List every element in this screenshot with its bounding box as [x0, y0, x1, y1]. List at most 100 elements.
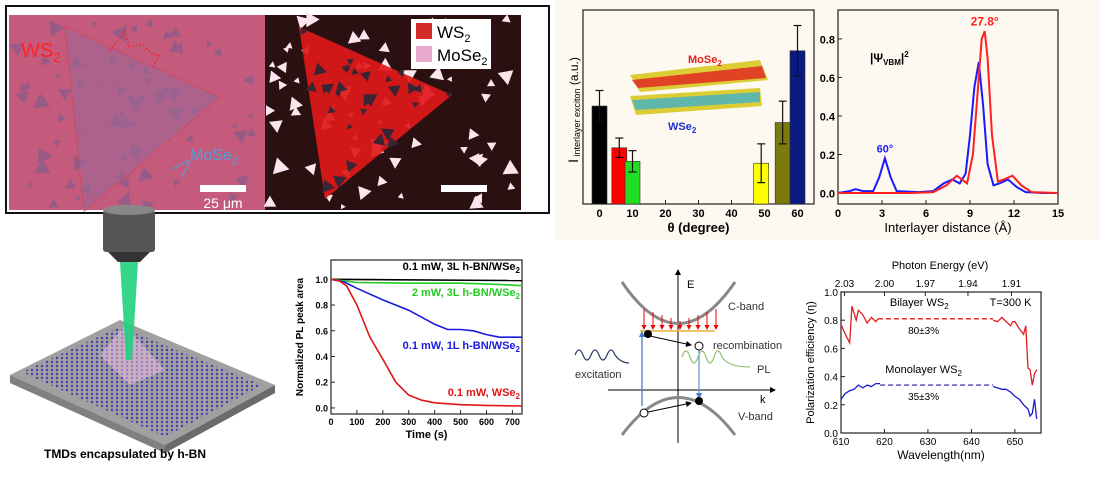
flake [413, 84, 423, 93]
wavefunction-chart: 0 3 6 9 12 15 0.0 0.2 0.4 0.6 0.8 Interlayer distan… [820, 9, 1064, 235]
x-tick-label: 0 [596, 208, 602, 220]
plot-frame [840, 291, 1042, 434]
top-tick-label: 2.00 [875, 279, 895, 290]
flake [358, 186, 372, 201]
flake [58, 113, 67, 123]
flake [231, 122, 238, 129]
flake [445, 92, 452, 98]
e-axis-label: E [687, 279, 694, 291]
series-label-3: 0.1 mW, WSe2 [448, 387, 521, 401]
y-tick-label: 0.4 [820, 111, 836, 123]
y-axis-label: Polarization efficiency (η) [805, 301, 817, 424]
temperature-label: T=300 K [990, 297, 1033, 309]
flake [322, 83, 334, 95]
flake [233, 130, 248, 144]
flake [377, 175, 388, 187]
flake [293, 77, 300, 84]
y-tick-label: 0.6 [824, 344, 838, 355]
flake [40, 149, 52, 162]
flake [470, 153, 483, 167]
ws2-outline [64, 26, 222, 214]
x-tick-label: 12 [1008, 208, 1020, 220]
flake [429, 66, 444, 81]
series-label-60: 60° [877, 144, 894, 156]
mose2-label: MoSe2 [190, 147, 238, 167]
flake [351, 67, 359, 75]
series-line-1-tail [992, 385, 1038, 419]
flake [335, 80, 348, 93]
x-tick-label: 700 [505, 417, 520, 427]
plot-frame [837, 9, 1059, 205]
average-label-1: 35±3% [908, 392, 939, 403]
flake [90, 22, 97, 28]
x-tick-label: 100 [349, 417, 364, 427]
y-tick-label: 0.6 [820, 73, 835, 85]
x-tick-label: 50 [758, 208, 770, 220]
excitation-wave [574, 349, 630, 364]
flake [51, 22, 57, 29]
series-line-1 [838, 30, 1059, 194]
twist-angle-panel [555, 0, 1100, 240]
schematic-caption: TMDs encapsulated by h-BN [44, 447, 206, 461]
x-tick-label: 600 [479, 417, 494, 427]
y-axis-label: Normalized PL peak area [295, 277, 306, 396]
series-line-0-tail [992, 316, 1038, 386]
x-tick-label: 650 [1007, 437, 1024, 448]
flake [381, 128, 395, 141]
flake [33, 92, 51, 109]
flake [411, 137, 422, 149]
flake [269, 120, 283, 133]
flake [141, 200, 155, 213]
flake [447, 76, 452, 82]
pl-wave [681, 350, 751, 368]
flake [507, 182, 516, 190]
series-line-2 [330, 278, 522, 338]
y-tick-label: 0.8 [820, 34, 835, 46]
objective-lens [103, 210, 155, 252]
flake [111, 25, 127, 43]
flake [387, 85, 401, 97]
ws2-label: WS2 [21, 40, 60, 65]
flake [57, 88, 72, 101]
series-label-1: 2 mW, 3L h-BN/WSe2 [412, 287, 521, 301]
flake [116, 192, 132, 208]
y-tick-label: 0.8 [824, 316, 838, 327]
top-tick-label: 1.91 [1002, 279, 1022, 290]
x-tick-label: 9 [967, 208, 973, 220]
flake [473, 193, 482, 204]
c-band-label: C-band [728, 301, 764, 313]
conduction-band [620, 281, 737, 325]
flake [296, 15, 311, 30]
y-tick-label: 0.4 [315, 352, 328, 362]
y-axis-label: I interlayer exciton (a.u.) [565, 57, 582, 163]
y-tick-label: 0.0 [315, 403, 328, 413]
wse2-layer-label: WSe2 [668, 121, 697, 135]
y-tick-label: 0.2 [315, 378, 328, 388]
flake [41, 55, 51, 66]
flake [276, 61, 287, 74]
polarization-chart: 610 620 630 640 650 0.0 0.2 0.4 0.6 0.8 1.0 Wavelen… [805, 260, 1042, 462]
flake [243, 74, 253, 86]
bar-chart: 0 10 20 30 40 50 60 θ (degree) I interlayer exci… [565, 9, 815, 235]
flake [397, 192, 404, 199]
scale-bar-label: 25 μm [203, 195, 242, 211]
flake [335, 91, 342, 98]
series-label-2: 0.1 mW, 1L h-BN/WSe2 [403, 340, 521, 354]
y-tick-label: 1.0 [824, 288, 838, 299]
flake [206, 41, 213, 49]
flake [322, 179, 335, 193]
flake [52, 140, 61, 148]
flake [229, 192, 239, 203]
x-tick-label: 200 [375, 417, 390, 427]
series-line-0 [837, 61, 1058, 194]
bilayer-inset: MoSe2 WSe2 [630, 54, 768, 135]
x-tick-label: 40 [725, 208, 737, 220]
excitation-label: excitation [575, 369, 621, 381]
series-label-1: Monolayer WS2 [885, 364, 962, 378]
flake [34, 158, 51, 173]
flake [169, 40, 183, 53]
flake [359, 70, 371, 82]
x-axis-label: θ (degree) [668, 220, 730, 235]
flake [118, 176, 129, 189]
